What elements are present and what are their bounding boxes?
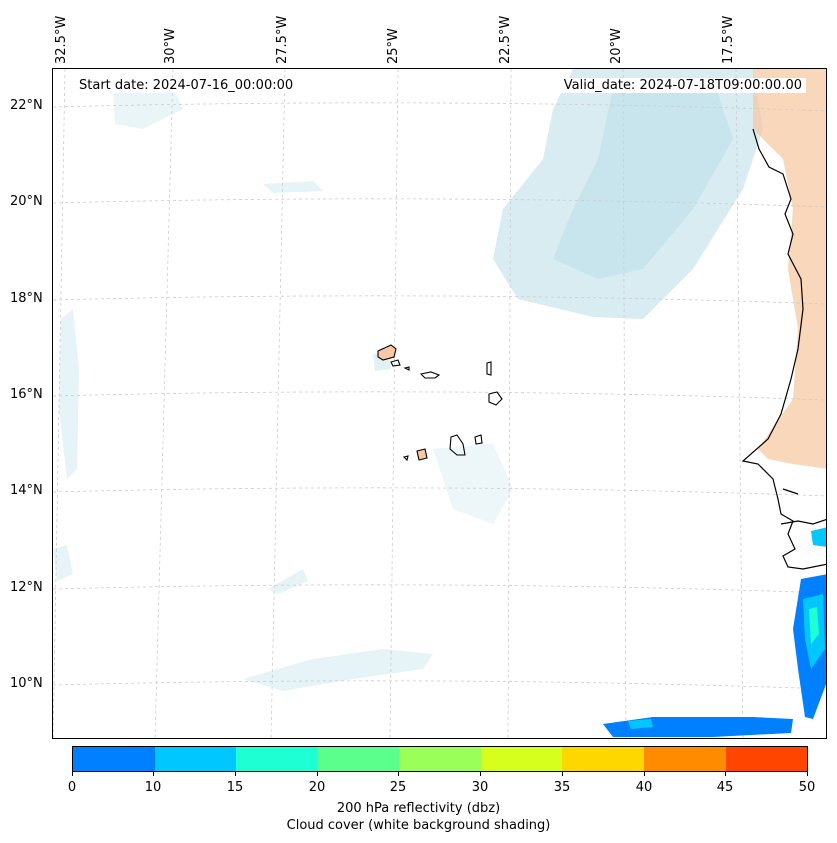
reflectivity-core-south xyxy=(628,719,653,729)
island-maio xyxy=(474,434,483,445)
colorbar-tick-label: 0 xyxy=(67,780,77,795)
lat-label-12n: 12°N xyxy=(10,580,43,595)
colorbar-segment-15-20 xyxy=(236,747,318,771)
island-boa-vista xyxy=(488,391,503,406)
senegal-river xyxy=(782,488,799,495)
colorbar-segment-40-45 xyxy=(643,747,726,771)
islands-layer xyxy=(377,344,503,462)
reflectivity-column-core xyxy=(809,607,819,644)
lat-label-20n: 20°N xyxy=(10,194,43,209)
colorbar-tick xyxy=(480,772,481,776)
lon-label-27-5w: 27.5°W xyxy=(275,15,290,64)
reflectivity-layer xyxy=(603,527,826,737)
map-panel[interactable]: Start date: 2024-07-16_00:00:00 Valid_da… xyxy=(52,68,827,739)
island-santiago xyxy=(449,434,466,456)
cloud-band-core xyxy=(553,79,733,279)
colorbar-segment-25-30 xyxy=(399,747,481,771)
colorbar-tick-label: 20 xyxy=(308,780,326,795)
colorbar-tick-label: 35 xyxy=(553,780,571,795)
colorbar-tick-label: 40 xyxy=(635,780,653,795)
colorbar-tick xyxy=(72,772,73,776)
lat-label-10n: 10°N xyxy=(10,676,43,691)
coastline-layer xyxy=(741,128,826,570)
lon-label-30w: 30°W xyxy=(163,28,178,64)
colorbar-tick-label: 15 xyxy=(226,780,244,795)
cloud-streak-2 xyxy=(263,181,323,193)
cloud-strip-west xyxy=(59,309,79,479)
lat-label-14n: 14°N xyxy=(10,483,43,498)
lon-label-32-5w: 32.5°W xyxy=(54,15,69,64)
colorbar-segment-20-25 xyxy=(317,747,400,771)
cloud-streak-mid xyxy=(268,569,308,594)
colorbar-segment-0-10 xyxy=(73,747,155,771)
colorbar-tick-label: 10 xyxy=(144,780,162,795)
cloud-patch-islands xyxy=(433,444,513,524)
island-sao-nicolau xyxy=(419,371,441,379)
colorbar-tick-label: 50 xyxy=(798,780,816,795)
lon-label-17-5w: 17.5°W xyxy=(721,15,736,64)
colorbar-tick xyxy=(562,772,563,776)
cloud-cover-layer xyxy=(53,69,763,691)
island-brava xyxy=(402,455,409,462)
cloud-patch-sw xyxy=(53,545,73,581)
colorbar-tick xyxy=(235,772,236,776)
colorbar-tick xyxy=(153,772,154,776)
lon-label-22-5w: 22.5°W xyxy=(498,15,513,64)
graticule xyxy=(53,69,826,738)
gambia-coast xyxy=(780,519,826,525)
lat-label-22n: 22°N xyxy=(10,98,43,113)
island-sao-vicente xyxy=(390,359,401,367)
colorbar-tick xyxy=(317,772,318,776)
africa-warm-shade xyxy=(753,69,826,469)
island-santo-antao xyxy=(377,344,397,361)
africa-coastline xyxy=(741,128,826,570)
colorbar-segment-35-40 xyxy=(562,747,644,771)
land-shading-layer xyxy=(753,69,826,469)
map-canvas xyxy=(53,69,826,738)
colorbar-tick xyxy=(398,772,399,776)
colorbar xyxy=(72,746,808,772)
island-santa-luzia xyxy=(403,366,410,371)
colorbar-label: 200 hPa reflectivity (dbz) xyxy=(336,801,501,816)
valid-date-label: Valid_date: 2024-07-18T09:00:00.00 xyxy=(559,78,806,93)
reflectivity-patch-ne xyxy=(811,527,826,547)
colorbar-tick-label: 45 xyxy=(716,780,734,795)
start-date-label: Start date: 2024-07-16_00:00:00 xyxy=(75,78,298,93)
colorbar-segment-10-15 xyxy=(154,747,237,771)
lat-label-18n: 18°N xyxy=(10,291,43,306)
island-fogo xyxy=(416,448,428,461)
lon-label-20w: 20°W xyxy=(609,28,624,64)
cloud-streak-south xyxy=(243,649,433,691)
colorbar-tick-label: 30 xyxy=(471,780,489,795)
colorbar-tick xyxy=(725,772,726,776)
lat-label-16n: 16°N xyxy=(10,387,43,402)
lon-label-25w: 25°W xyxy=(386,28,401,64)
cloud-patch-nw xyxy=(113,87,183,129)
colorbar-segment-30-35 xyxy=(480,747,563,771)
island-sal xyxy=(486,361,492,376)
colorbar-segment-45-50 xyxy=(725,747,808,771)
colorbar-sublabel: Cloud cover (white background shading) xyxy=(286,818,551,833)
colorbar-tick-label: 25 xyxy=(389,780,407,795)
colorbar-tick xyxy=(644,772,645,776)
colorbar-tick xyxy=(807,772,808,776)
